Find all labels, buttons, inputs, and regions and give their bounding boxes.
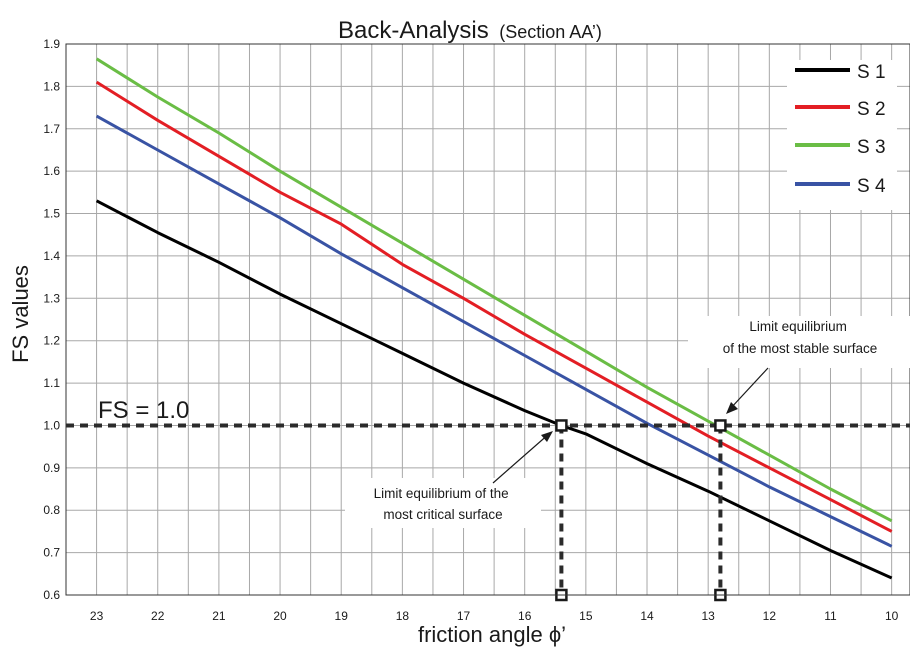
y-tick-label: 1.9 — [43, 37, 60, 51]
x-tick-label: 14 — [640, 609, 654, 623]
x-tick-label: 23 — [90, 609, 104, 623]
legend-label-s2: S 2 — [857, 99, 886, 120]
y-tick-label: 1.7 — [43, 122, 60, 136]
annotation-stable-box — [688, 316, 910, 368]
chart-subtitle: (Section AA’) — [499, 22, 602, 42]
reference-line-group — [66, 423, 910, 595]
marker-square — [714, 419, 727, 432]
annotation-stable-arrowhead — [726, 402, 738, 414]
x-tick-label: 12 — [763, 609, 777, 623]
series-line-s2 — [95, 80, 893, 533]
axis-tick-labels: 23 22 21 20 19 18 17 16 15 14 13 12 11 10 0.6 0.7 0.8 0.9… — [43, 37, 898, 623]
x-tick-label: 17 — [457, 609, 471, 623]
x-tick-label: 10 — [885, 609, 899, 623]
y-tick-label: 1.3 — [43, 291, 60, 305]
x-tick-label: 21 — [212, 609, 226, 623]
y-tick-label: 1.0 — [43, 418, 60, 432]
x-tick-label: 18 — [396, 609, 410, 623]
x-tick-label: 16 — [518, 609, 532, 623]
annotation-critical-line-1: Limit equilibrium of the — [374, 486, 509, 501]
y-tick-label: 1.8 — [43, 79, 60, 93]
y-tick-label: 0.8 — [43, 503, 60, 517]
x-tick-label: 22 — [151, 609, 165, 623]
chart-title: Back-Analysis (Section AA’) — [338, 17, 602, 44]
y-tick-label: 0.7 — [43, 546, 60, 560]
y-tick-label: 1.4 — [43, 249, 60, 263]
y-tick-label: 1.1 — [43, 376, 60, 390]
series-line-s4 — [95, 114, 893, 548]
annotation-stable: Limit equilibrium of the most stable sur… — [688, 316, 910, 414]
series-line-s3 — [95, 57, 893, 523]
y-tick-label: 1.5 — [43, 207, 60, 221]
annotation-critical-text: Limit equilibrium of the most critical s… — [374, 486, 513, 522]
x-tick-label: 11 — [824, 609, 837, 623]
annotation-critical-line-2: most critical surface — [383, 507, 502, 522]
legend-label-s1: S 1 — [857, 62, 886, 83]
y-tick-label: 1.2 — [43, 334, 60, 348]
legend-label-s3: S 3 — [857, 137, 886, 158]
annotation-stable-arrow — [729, 367, 769, 410]
series-line-s1 — [95, 199, 893, 580]
legend-label-s4: S 4 — [857, 176, 886, 197]
annotation-stable-line-2: of the most stable surface — [723, 341, 878, 356]
legend: S 1 S 2 S 3 S 4 — [787, 60, 897, 210]
fs-reference-label: FS = 1.0 — [98, 397, 189, 424]
x-tick-label: 20 — [273, 609, 287, 623]
annotation-stable-line-1: Limit equilibrium — [749, 319, 847, 334]
y-tick-label: 0.9 — [43, 461, 60, 475]
annotation-critical-box — [345, 478, 541, 528]
y-tick-label: 0.6 — [43, 588, 60, 602]
x-tick-label: 15 — [579, 609, 593, 623]
marker-square — [555, 419, 568, 432]
x-tick-label: 13 — [701, 609, 715, 623]
x-axis-title: friction angle ϕ’ — [418, 622, 566, 647]
annotation-critical-arrow — [492, 432, 551, 484]
annotation-critical-arrowhead — [541, 431, 553, 442]
annotation-stable-text: Limit equilibrium of the most stable sur… — [723, 319, 878, 356]
series-lines — [95, 57, 893, 580]
x-tick-label: 19 — [335, 609, 349, 623]
y-tick-label: 1.6 — [43, 164, 60, 178]
chart-title-main: Back-Analysis — [338, 17, 489, 44]
annotation-critical: Limit equilibrium of the most critical s… — [345, 431, 553, 528]
plot-frame — [65, 43, 910, 596]
y-axis-title: FS values — [8, 265, 33, 363]
